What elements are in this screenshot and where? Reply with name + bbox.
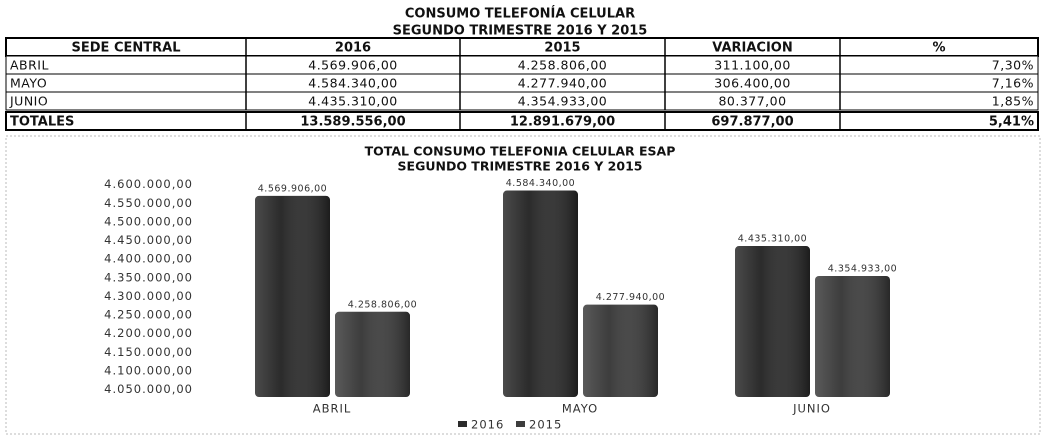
legend-swatch [458, 421, 467, 427]
value-label: 4.277.940,00 [596, 292, 665, 303]
table-cell: 2015 [544, 41, 580, 56]
y-tick-label: 4.550.000,00 [104, 196, 193, 210]
table-cell: 4.354.933,00 [518, 94, 608, 109]
x-tick-label: MAYO [562, 402, 598, 416]
table-row [5, 111, 1039, 131]
bar-shade [583, 304, 658, 397]
table-cell: 12.891.679,00 [510, 115, 615, 130]
y-tick-label: 4.500.000,00 [104, 214, 193, 228]
value-label: 4.584.340,00 [506, 178, 575, 189]
chart-frame [5, 135, 1041, 435]
table-cell: ABRIL [10, 58, 49, 73]
x-tick-label: JUNIO [792, 402, 831, 416]
y-tick-label: 4.450.000,00 [104, 233, 193, 247]
y-tick-label: 4.350.000,00 [104, 270, 193, 284]
table-cell: MAYO [10, 76, 47, 91]
legend-label: 2016 [471, 418, 504, 432]
value-label: 4.258.806,00 [348, 299, 417, 310]
table-cell: 5,41% [989, 115, 1034, 130]
table-subtitle: SEGUNDO TRIMESTRE 2016 Y 2015 [393, 24, 648, 39]
table-cell: 4.435.310,00 [308, 94, 398, 109]
value-label: 4.569.906,00 [258, 183, 327, 194]
table-cell: 311.100,00 [714, 58, 791, 73]
table-cell: 306.400,00 [714, 76, 791, 91]
y-tick-label: 4.200.000,00 [104, 326, 193, 340]
value-label: 4.435.310,00 [738, 234, 807, 245]
y-tick-label: 4.300.000,00 [104, 289, 193, 303]
chart-title: TOTAL CONSUMO TELEFONIA CELULAR ESAP [365, 144, 676, 159]
y-tick-label: 4.600.000,00 [104, 177, 193, 191]
table-cell: 80.377,00 [718, 94, 786, 109]
table-cell: VARIACION [712, 41, 792, 56]
table-cell: % [932, 41, 945, 56]
table-row [5, 91, 1039, 111]
table-cell: 7,16% [992, 76, 1034, 91]
table-cell: TOTALES [10, 115, 74, 130]
table-cell: 13.589.556,00 [300, 115, 405, 130]
chart-subtitle: SEGUNDO TRIMESTRE 2016 Y 2015 [398, 159, 643, 174]
table-cell: 4.277.940,00 [518, 76, 608, 91]
bar-shade [503, 190, 578, 397]
table-cell: 4.584.340,00 [308, 76, 398, 91]
y-tick-label: 4.100.000,00 [104, 363, 193, 377]
table-cell: 2016 [335, 41, 371, 56]
legend-swatch [516, 421, 525, 427]
legend-label: 2015 [529, 418, 562, 432]
bar-shade [735, 246, 810, 397]
x-tick-label: ABRIL [313, 402, 352, 416]
value-label: 4.354.933,00 [828, 263, 897, 274]
table-title: CONSUMO TELEFONÍA CELULAR [405, 6, 635, 22]
table-cell: 4.569.906,00 [308, 58, 398, 73]
y-tick-label: 4.050.000,00 [104, 382, 193, 396]
bar-shade [815, 275, 890, 397]
y-tick-label: 4.250.000,00 [104, 308, 193, 322]
table-cell: 4.258.806,00 [518, 58, 608, 73]
table-cell: JUNIO [9, 94, 48, 109]
table-cell: 7,30% [992, 58, 1034, 73]
y-tick-label: 4.400.000,00 [104, 252, 193, 266]
y-tick-label: 4.150.000,00 [104, 345, 193, 359]
bar-shade [255, 195, 330, 397]
table-cell: 1,85% [992, 94, 1034, 109]
table-cell: SEDE CENTRAL [72, 41, 181, 56]
bar-shade [335, 311, 410, 397]
table-cell: 697.877,00 [711, 115, 793, 130]
